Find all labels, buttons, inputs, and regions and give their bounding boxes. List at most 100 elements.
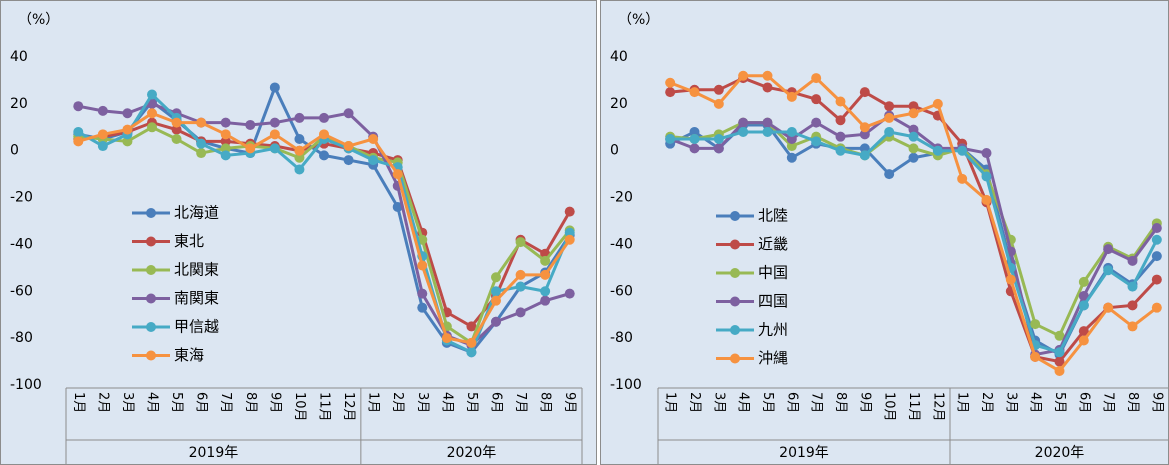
x-tick-label: 8月 — [833, 392, 848, 413]
data-point — [713, 84, 724, 95]
group-label: 2019年 — [189, 445, 239, 461]
legend-swatch — [730, 239, 740, 250]
legend-label: 四国 — [758, 292, 788, 310]
y-tick-label: 40 — [10, 49, 28, 65]
data-point — [981, 194, 992, 205]
data-point — [269, 129, 280, 140]
data-point — [491, 272, 501, 283]
data-point — [713, 143, 724, 154]
data-point — [564, 288, 575, 299]
data-point — [908, 152, 919, 163]
data-point — [1078, 335, 1089, 346]
data-point — [147, 108, 157, 119]
data-point — [811, 136, 822, 147]
data-point — [1103, 302, 1114, 313]
data-point — [269, 117, 280, 128]
data-point — [1078, 326, 1089, 337]
x-tick-label: 5月 — [464, 392, 479, 413]
x-tick-label: 1月 — [663, 392, 678, 413]
data-point — [491, 316, 501, 327]
x-tick-label: 2月 — [95, 392, 110, 413]
data-point — [859, 122, 870, 133]
data-point — [762, 70, 773, 81]
group-label: 2020年 — [1035, 445, 1085, 461]
data-point — [786, 152, 797, 163]
data-point — [220, 129, 231, 140]
data-point — [738, 70, 749, 81]
data-point — [908, 131, 919, 142]
data-point — [97, 105, 108, 116]
legend-swatch — [146, 350, 156, 361]
x-tick-label: 11月 — [317, 392, 332, 422]
x-tick-label: 3月 — [120, 392, 135, 413]
legend-swatch — [730, 296, 740, 307]
legend-label: 沖縄 — [758, 349, 788, 367]
data-point — [1151, 274, 1162, 285]
data-point — [73, 101, 84, 112]
data-point — [738, 117, 749, 128]
data-point — [491, 286, 501, 297]
data-point — [171, 124, 182, 135]
data-point — [147, 89, 157, 100]
x-tick-label: 4月 — [736, 392, 751, 413]
x-tick-label: 11月 — [906, 392, 921, 422]
legend-label: 中国 — [758, 264, 788, 282]
x-tick-label: 9月 — [562, 392, 577, 413]
data-point — [811, 117, 822, 128]
data-point — [466, 321, 477, 332]
x-tick-label: 12月 — [341, 392, 356, 422]
data-point — [1078, 290, 1089, 301]
data-point — [1030, 319, 1041, 330]
data-point — [1127, 300, 1138, 311]
data-point — [665, 77, 676, 88]
legend-label: 北陸 — [758, 207, 788, 225]
x-tick-label: 9月 — [857, 392, 872, 413]
data-point — [835, 96, 846, 107]
data-point — [319, 129, 329, 140]
data-point — [319, 112, 329, 123]
data-point — [220, 143, 231, 154]
data-point — [564, 227, 575, 238]
y-tick-label: 40 — [610, 49, 628, 65]
data-point — [171, 117, 182, 128]
data-point — [122, 124, 133, 135]
x-tick-label: 6月 — [194, 392, 209, 413]
x-tick-label: 9月 — [1149, 392, 1164, 413]
x-tick-label: 8月 — [538, 392, 553, 413]
data-point — [515, 281, 526, 292]
x-tick-label: 2月 — [979, 392, 994, 413]
x-tick-label: 4月 — [1028, 392, 1043, 413]
data-point — [269, 82, 280, 93]
legend-label: 北海道 — [174, 204, 219, 222]
chart: （%） -100 -80 -60 -40 -20 0 20 40 1月 2月 3月 4月 5月 6月 7月 8… — [0, 0, 597, 465]
data-point — [196, 117, 207, 128]
data-point — [343, 108, 354, 119]
data-point — [762, 126, 773, 137]
y-tick-label: -60 — [10, 283, 33, 299]
x-tick-label: 3月 — [1003, 392, 1018, 413]
data-point — [1127, 281, 1138, 292]
x-tick-label: 3月 — [415, 392, 430, 413]
data-point — [811, 73, 822, 84]
x-tick-label: 6月 — [489, 392, 504, 413]
data-point — [540, 286, 551, 297]
data-point — [294, 112, 305, 123]
data-point — [1054, 365, 1065, 376]
data-point — [294, 145, 305, 156]
data-point — [491, 295, 501, 306]
data-point — [294, 134, 305, 144]
x-tick-label: 12月 — [930, 392, 945, 422]
data-point — [122, 108, 133, 119]
data-point — [786, 91, 797, 102]
y-tick-label: 0 — [610, 143, 619, 159]
data-point — [1103, 244, 1114, 255]
x-tick-label: 4月 — [145, 392, 160, 413]
legend-label: 九州 — [758, 321, 788, 339]
legend-label: 北関東 — [174, 261, 219, 279]
data-point — [932, 98, 943, 109]
x-tick-label: 7月 — [809, 392, 824, 413]
y-tick-label: 0 — [10, 143, 19, 159]
x-tick-label: 1月 — [71, 392, 86, 413]
legend-label: 甲信越 — [174, 318, 219, 336]
